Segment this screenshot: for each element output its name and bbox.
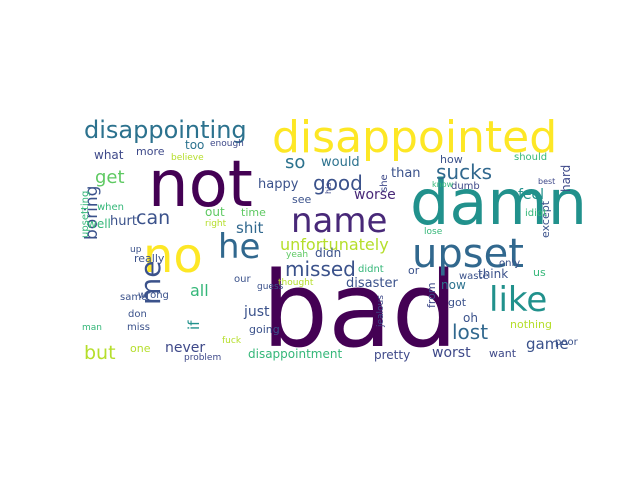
word-really: really [134, 252, 165, 265]
word-jealous: jealous [376, 295, 386, 328]
word-happy: happy [258, 177, 299, 192]
word-but: but [84, 342, 116, 364]
word-oh: oh [463, 311, 478, 325]
word-man: man [82, 323, 102, 333]
word-well: well [87, 217, 111, 231]
word-unfortunately: unfortunately [280, 235, 389, 254]
word-all: all [190, 281, 209, 300]
word-didnt: didnt [358, 264, 384, 275]
word-our: our [234, 274, 251, 285]
word-worse: worse [354, 187, 396, 203]
word-lost: lost [452, 320, 488, 344]
word-or: or [408, 264, 420, 277]
word-game: game [526, 335, 569, 353]
word-believe: believe [171, 153, 204, 163]
word-disappointed: disappointed [272, 112, 557, 163]
word-worst: worst [432, 345, 471, 361]
word-wrong: wrong [138, 290, 169, 301]
word-lose: lose [424, 227, 443, 237]
word-get: get [95, 167, 125, 188]
word-can: can [136, 207, 170, 229]
word-from: from [425, 282, 438, 308]
word-never: never [165, 340, 205, 356]
word-yeah: yeah [286, 250, 308, 260]
word-know: know [432, 180, 454, 189]
word-up: up [130, 245, 142, 255]
word-waste: waste [459, 271, 489, 282]
word-dumb: dumb [451, 181, 480, 192]
word-miss: miss [127, 322, 150, 333]
word-hurt: hurt [110, 214, 137, 229]
word-idiot: idiot [525, 208, 547, 219]
word-if: if [185, 320, 203, 330]
word-good: good [313, 171, 363, 195]
word-same: same [120, 292, 147, 303]
word-feel: feel [518, 187, 544, 203]
word-didn: didn [315, 246, 341, 260]
word-going: going [249, 323, 280, 336]
word-me: me [134, 260, 167, 305]
word-upsetting: upsetting [80, 191, 91, 238]
word-he: he [218, 227, 260, 267]
word-think: think [478, 267, 508, 281]
word-except: except [539, 200, 552, 238]
word-name: name [291, 201, 387, 241]
word-one: one [130, 342, 151, 355]
word-bad: bad [262, 249, 458, 371]
word-disappointment: disappointment [248, 347, 342, 361]
word-see: see [292, 193, 311, 206]
word-now: now [441, 278, 466, 292]
word-got: got [448, 296, 467, 309]
word-thought: thought [278, 278, 314, 288]
word-damn: damn [410, 166, 587, 239]
word-should: should [514, 152, 547, 163]
word-enough: enough [210, 139, 244, 149]
word-disaster: disaster [346, 276, 398, 291]
word-poor: poor [555, 337, 579, 348]
word-don: don [128, 309, 147, 320]
word-his: his [324, 183, 333, 194]
word-disappointing: disappointing [84, 116, 247, 144]
word-missed: missed [285, 257, 356, 281]
word-best: best [538, 177, 555, 186]
word-just: just [243, 304, 270, 320]
word-not: not [148, 148, 253, 222]
word-too: too [185, 138, 204, 152]
word-fuck: fuck [222, 336, 242, 346]
word-only: only [499, 258, 520, 269]
word-more: more [136, 145, 165, 158]
word-upset: upset [412, 231, 524, 277]
word-nothing: nothing [510, 318, 552, 331]
word-how: how [440, 153, 463, 166]
word-she: she [379, 174, 390, 192]
word-guess: guess [257, 282, 284, 292]
word-shit: shit [236, 219, 263, 237]
word-out: out [205, 205, 225, 219]
word-pretty: pretty [374, 348, 410, 362]
word-us: us [533, 266, 546, 279]
word-than: than [391, 166, 421, 181]
word-would: would [321, 155, 360, 170]
word-when: when [97, 202, 124, 213]
word-boring: boring [82, 186, 102, 240]
word-want: want [489, 347, 517, 360]
word-right: right [205, 219, 227, 229]
word-what: what [94, 148, 124, 162]
word-time: time [241, 206, 266, 219]
word-hard: hard [559, 165, 573, 192]
word-no: no [143, 228, 203, 284]
word-so: so [285, 152, 305, 173]
word-like: like [489, 280, 547, 320]
word-problem: problem [184, 353, 221, 363]
word-sucks: sucks [436, 160, 492, 184]
